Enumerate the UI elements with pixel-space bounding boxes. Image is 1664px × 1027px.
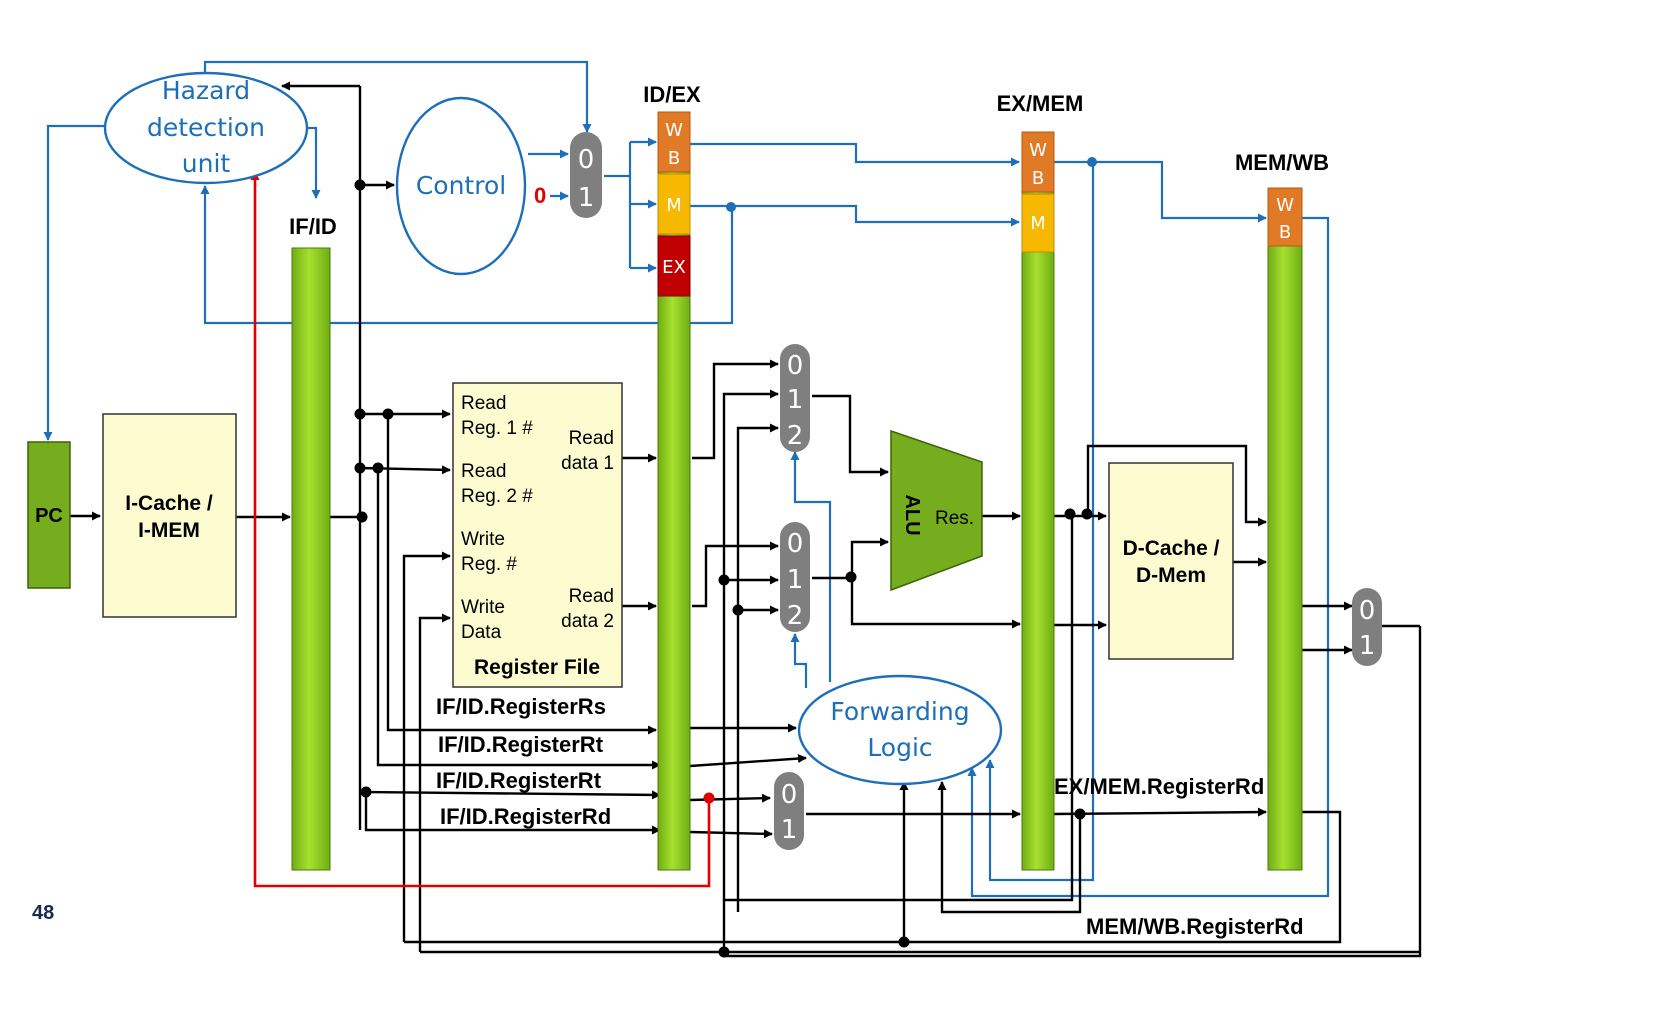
- control-mux-in-1: 1: [578, 183, 595, 213]
- rf-read-data1-b: data 1: [561, 453, 614, 474]
- mem-wb-wb-w: W: [1276, 195, 1294, 216]
- id-ex-wb-field: [657, 111, 691, 173]
- dcache-label-2: D-Mem: [1136, 564, 1206, 587]
- rf-read-data2-b: data 2: [561, 611, 614, 632]
- alu-result-label: Res.: [935, 508, 974, 529]
- control-zero-label: 0: [534, 183, 546, 208]
- ex-mem-wb-field: [1021, 131, 1055, 193]
- rf-read-data2-a: Read: [569, 586, 614, 607]
- id-ex-m: M: [666, 195, 682, 216]
- rf-write-reg-a: Write: [461, 529, 505, 550]
- rf-read-reg2-b: Reg. 2 #: [461, 486, 533, 507]
- alu-mux-b: 0 1 2: [780, 522, 810, 632]
- dcache-label-1: D-Cache /: [1123, 537, 1220, 560]
- ex-mem-wb-b: B: [1032, 168, 1044, 189]
- mem-wb-wb-field: [1267, 187, 1303, 247]
- ex-mem-label: EX/MEM: [997, 91, 1084, 116]
- mux-a-in-0: 0: [787, 351, 804, 381]
- forwarding-logic: Forwarding Logic: [797, 674, 1003, 786]
- signal-rs: IF/ID.RegisterRs: [436, 694, 606, 719]
- alu-mux-a: 0 1 2: [780, 344, 810, 452]
- id-ex-wb-w: W: [665, 120, 683, 141]
- alu-block: ALU Res.: [890, 429, 983, 592]
- pc-label: PC: [35, 505, 63, 527]
- signal-rt-2: IF/ID.RegisterRt: [436, 768, 602, 793]
- rf-write-reg-b: Reg. #: [461, 554, 517, 575]
- if-id-label: IF/ID: [289, 214, 337, 239]
- regdst-mux-in-1: 1: [781, 815, 798, 845]
- rf-write-data-b: Data: [461, 622, 502, 643]
- rf-write-data-a: Write: [461, 597, 505, 618]
- pc-block: PC: [27, 441, 71, 589]
- if-id-register: IF/ID: [289, 214, 337, 871]
- regdst-mux-in-0: 0: [781, 780, 798, 810]
- id-ex-wb-b: B: [668, 148, 680, 169]
- id-ex-label: ID/EX: [643, 82, 701, 107]
- rf-read-reg1-b: Reg. 1 #: [461, 418, 533, 439]
- rf-read-reg2-a: Read: [461, 461, 506, 482]
- forwarding-label-1: Forwarding: [830, 697, 969, 726]
- rf-read-reg1-a: Read: [461, 393, 506, 414]
- mem-wb-label: MEM/WB: [1235, 150, 1329, 175]
- ex-mem-m-field: [1021, 193, 1055, 253]
- ex-mem-register: W B M EX/MEM: [997, 91, 1084, 871]
- hazard-label-1: Hazard: [162, 76, 250, 105]
- rf-title: Register File: [474, 656, 600, 679]
- rf-read-data1-a: Read: [569, 428, 614, 449]
- control-unit: Control: [395, 96, 527, 276]
- id-ex-ex: EX: [662, 257, 686, 278]
- signal-mem-wb-rd: MEM/WB.RegisterRd: [1086, 914, 1304, 939]
- mux-b-in-0: 0: [787, 529, 804, 559]
- datapath-wires: [70, 81, 1422, 958]
- forwarding-label-2: Logic: [867, 733, 932, 762]
- hazard-label-3: unit: [182, 149, 231, 178]
- mem-wb-wb-b: B: [1279, 222, 1291, 243]
- black-junctions: [354, 179, 1093, 958]
- control-label: Control: [416, 171, 506, 200]
- dcache-block: D-Cache / D-Mem: [1108, 462, 1234, 660]
- blue-junctions: [726, 157, 1097, 212]
- wb-mux-in-1: 1: [1359, 631, 1376, 661]
- mux-b-in-2: 2: [787, 601, 804, 631]
- blue-control-wires: [43, 60, 1330, 898]
- hazard-detection-unit: Hazard detection unit: [103, 71, 309, 185]
- regdst-mux: 0 1: [774, 772, 804, 850]
- icache-label-1: I-Cache /: [125, 492, 213, 515]
- id-ex-register: W B M EX ID/EX: [643, 82, 701, 871]
- id-ex-m-field: [657, 173, 691, 235]
- ex-mem-wb-w: W: [1029, 140, 1047, 161]
- control-mux-in-0: 0: [578, 145, 595, 175]
- red-junction: [703, 792, 715, 804]
- signal-rd: IF/ID.RegisterRd: [440, 804, 611, 829]
- page-number: 48: [32, 902, 54, 924]
- hazard-label-2: detection: [147, 113, 265, 142]
- ex-mem-m: M: [1030, 213, 1046, 234]
- control-mux: 0 1: [570, 132, 602, 218]
- mux-a-in-1: 1: [787, 385, 804, 415]
- red-wire: [250, 171, 711, 888]
- register-file: Read Reg. 1 # Read Reg. 2 # Write Reg. #…: [452, 382, 623, 688]
- signal-ex-mem-rd: EX/MEM.RegisterRd: [1054, 774, 1264, 799]
- alu-label: ALU: [901, 494, 923, 535]
- signal-labels: IF/ID.RegisterRs IF/ID.RegisterRt IF/ID.…: [436, 694, 1304, 939]
- writeback-mux: 0 1: [1352, 588, 1382, 666]
- id-ex-ex-field: [657, 235, 691, 297]
- mux-a-in-2: 2: [787, 421, 804, 451]
- mux-b-in-1: 1: [787, 565, 804, 595]
- icache-label-2: I-MEM: [138, 519, 200, 542]
- icache-block: I-Cache / I-MEM: [102, 413, 237, 618]
- signal-rt-1: IF/ID.RegisterRt: [438, 732, 604, 757]
- wb-mux-in-0: 0: [1359, 596, 1376, 626]
- mem-wb-register: W B MEM/WB: [1235, 150, 1329, 871]
